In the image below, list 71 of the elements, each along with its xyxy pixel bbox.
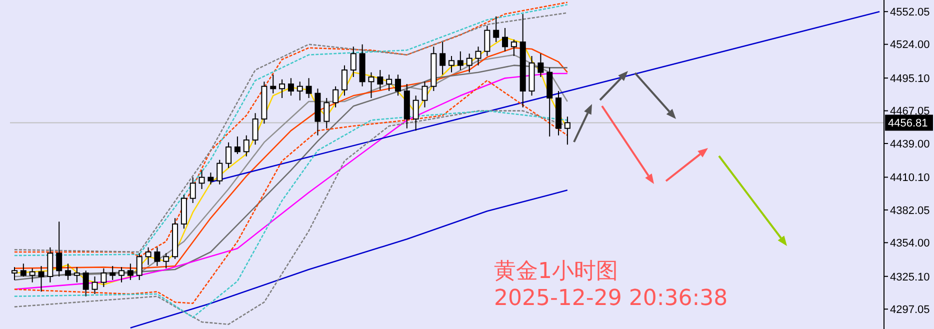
candlestick: [377, 70, 384, 90]
candlestick: [546, 67, 553, 137]
y-tick-label: 4297.05: [890, 304, 930, 316]
candlestick: [145, 246, 152, 266]
candlestick: [520, 14, 526, 108]
candlestick: [163, 252, 170, 269]
candlestick: [430, 46, 437, 92]
candlestick: [65, 263, 72, 280]
y-tick-label: 4495.10: [890, 72, 930, 85]
candlestick: [306, 78, 312, 98]
ref-line-label: 4456.81: [888, 118, 928, 130]
annotation: 2025-12-29 20:36:38: [494, 286, 728, 311]
candlestick: [510, 39, 517, 56]
candlestick: [172, 218, 178, 260]
y-tick-label: 4410.10: [890, 172, 930, 184]
candlestick: [350, 46, 356, 78]
candlestick: [190, 176, 196, 204]
candlestick: [261, 81, 268, 124]
candlestick: [56, 221, 62, 277]
candlestick: [29, 268, 36, 283]
candlestick: [332, 86, 339, 108]
y-tick-label: 4439.00: [890, 138, 930, 150]
candlestick: [226, 142, 232, 168]
candlestick: [38, 266, 44, 292]
candlestick: [412, 95, 419, 132]
candlestick: [296, 81, 303, 101]
candlestick: [440, 42, 446, 76]
candlestick: [564, 116, 570, 146]
candlestick: [538, 53, 544, 78]
y-tick-label: 4354.00: [890, 238, 930, 250]
candlestick: [528, 56, 535, 96]
candlestick: [82, 270, 89, 297]
candlestick: [404, 84, 410, 129]
candlestick: [493, 16, 500, 42]
candlestick: [154, 246, 160, 266]
candlestick: [475, 46, 482, 66]
y-tick-label: 4382.05: [890, 204, 930, 217]
candlestick: [368, 72, 374, 98]
candlestick: [422, 81, 428, 108]
y-tick-label: 4325.10: [890, 271, 930, 284]
candlestick: [198, 170, 205, 190]
candlestick: [314, 88, 321, 136]
y-tick-label: 4524.00: [890, 39, 930, 52]
candlestick: [12, 266, 18, 280]
candlestick: [110, 266, 116, 280]
candlestick: [92, 276, 98, 294]
candlestick: [279, 78, 286, 98]
annotation: 黄金1小时图: [494, 258, 618, 286]
candlestick: [288, 78, 294, 96]
candlestick: [252, 112, 258, 146]
candlestick: [556, 90, 562, 136]
candlestick: [243, 134, 250, 157]
candlestick: [118, 266, 125, 283]
candlestick: [466, 53, 472, 73]
candlestick: [234, 136, 240, 154]
candlestick: [394, 74, 401, 96]
y-tick-label: 4552.05: [890, 6, 930, 19]
candlestick: [127, 263, 134, 280]
candlestick: [457, 50, 464, 70]
candlestick: [270, 74, 276, 94]
candlestick: [208, 172, 214, 185]
candlestick: [448, 56, 454, 73]
candlestick: [341, 64, 348, 96]
candlestick: [100, 268, 107, 288]
candlestick: [359, 44, 366, 87]
candlestick: [74, 266, 80, 283]
candlestick: [47, 246, 54, 283]
candlestick: [502, 28, 508, 52]
candlestick: [324, 98, 330, 129]
candlestick: [386, 74, 392, 92]
candlestick: [484, 25, 490, 56]
